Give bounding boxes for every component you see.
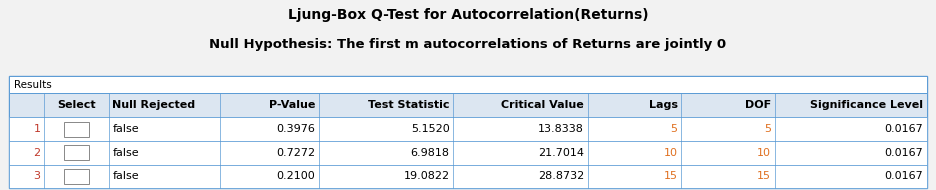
Text: 19.0822: 19.0822 <box>403 171 449 181</box>
Bar <box>9 76 927 93</box>
Text: 5.1520: 5.1520 <box>411 124 449 134</box>
Text: 6.9818: 6.9818 <box>411 148 449 158</box>
Text: 0.0167: 0.0167 <box>885 124 923 134</box>
Text: 21.7014: 21.7014 <box>538 148 584 158</box>
Text: Ljung-Box Q-Test for Autocorrelation(Returns): Ljung-Box Q-Test for Autocorrelation(Ret… <box>287 8 649 22</box>
Text: 0.3976: 0.3976 <box>276 124 315 134</box>
Bar <box>65 122 89 137</box>
Text: Results: Results <box>14 80 51 90</box>
Text: Select: Select <box>57 101 95 110</box>
Bar <box>9 141 927 165</box>
Text: P-Value: P-Value <box>269 101 315 110</box>
Text: 0.0167: 0.0167 <box>885 171 923 181</box>
Text: Critical Value: Critical Value <box>502 101 584 110</box>
Text: DOF: DOF <box>745 101 771 110</box>
Text: 0.2100: 0.2100 <box>276 171 315 181</box>
Text: Null Hypothesis: The first m autocorrelations of Returns are jointly 0: Null Hypothesis: The first m autocorrela… <box>210 38 726 51</box>
Bar <box>9 117 927 141</box>
Text: false: false <box>112 124 139 134</box>
Text: 0.7272: 0.7272 <box>276 148 315 158</box>
Bar <box>9 93 927 117</box>
Text: 13.8338: 13.8338 <box>538 124 584 134</box>
Bar <box>9 76 927 188</box>
Text: 0.0167: 0.0167 <box>885 148 923 158</box>
Text: false: false <box>112 171 139 181</box>
Text: 1: 1 <box>34 124 40 134</box>
Text: 3: 3 <box>34 171 40 181</box>
Bar <box>9 165 927 188</box>
Text: 28.8732: 28.8732 <box>538 171 584 181</box>
Text: 15: 15 <box>664 171 678 181</box>
Text: false: false <box>112 148 139 158</box>
Text: 5: 5 <box>764 124 771 134</box>
Bar <box>65 169 89 184</box>
Text: 2: 2 <box>34 148 40 158</box>
Bar <box>65 145 89 160</box>
Text: Test Statistic: Test Statistic <box>368 101 449 110</box>
Text: 5: 5 <box>670 124 678 134</box>
Text: Significance Level: Significance Level <box>810 101 923 110</box>
Text: 15: 15 <box>757 171 771 181</box>
Text: Lags: Lags <box>649 101 678 110</box>
Text: 10: 10 <box>664 148 678 158</box>
Text: 10: 10 <box>757 148 771 158</box>
Text: Null Rejected: Null Rejected <box>112 101 196 110</box>
